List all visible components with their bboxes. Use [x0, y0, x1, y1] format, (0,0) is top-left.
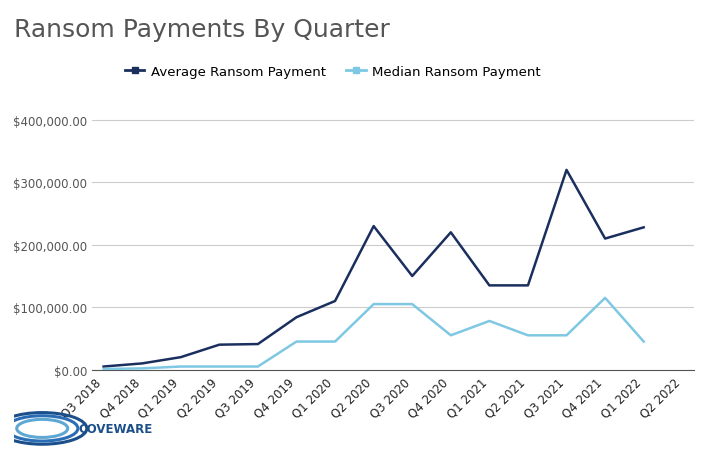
Text: COVEWARE: COVEWARE — [78, 422, 152, 435]
Legend: Average Ransom Payment, Median Ransom Payment: Average Ransom Payment, Median Ransom Pa… — [120, 61, 546, 84]
Text: Ransom Payments By Quarter: Ransom Payments By Quarter — [14, 18, 390, 42]
